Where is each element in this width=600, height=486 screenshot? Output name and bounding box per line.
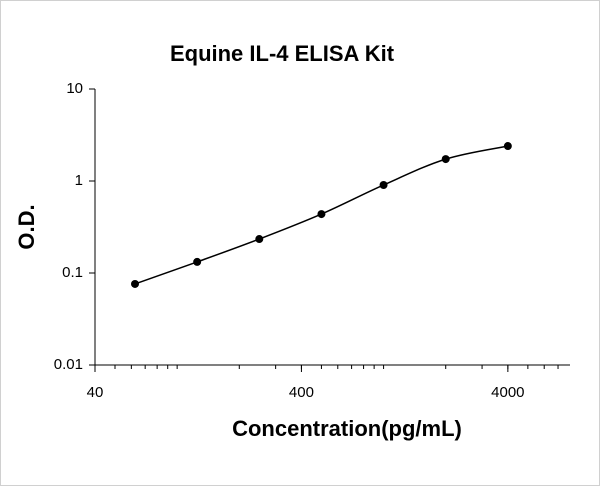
data-point: [379, 180, 388, 189]
x-tick-label: 400: [289, 384, 314, 401]
y-axis-title: O.D.: [14, 204, 39, 249]
chart-title: Equine IL-4 ELISA Kit: [170, 41, 395, 66]
x-tick-label: 40: [87, 384, 104, 401]
y-tick-label: 1: [75, 172, 83, 189]
x-tick-label: 4000: [491, 384, 524, 401]
data-point: [255, 235, 264, 244]
x-axis-title: Concentration(pg/mL): [232, 416, 462, 441]
data-point: [317, 210, 326, 219]
y-tick-label: 0.01: [54, 356, 83, 373]
y-tick-label: 0.1: [62, 264, 83, 281]
data-point: [131, 279, 140, 288]
y-tick-label: 10: [66, 80, 83, 97]
data-point: [193, 257, 202, 266]
data-point: [441, 155, 450, 164]
data-point: [503, 142, 512, 151]
